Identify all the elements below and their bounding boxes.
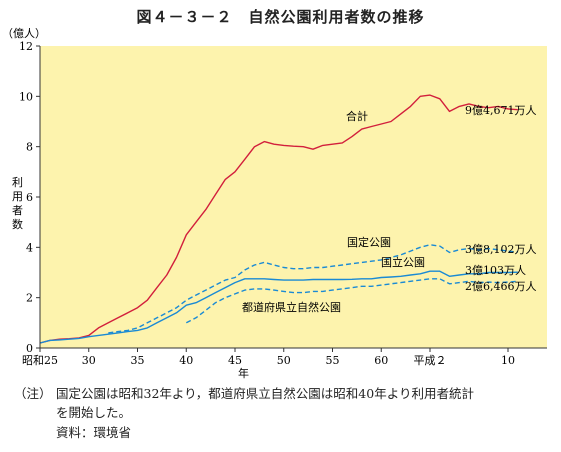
series-end-label: 3億103万人 [465,264,526,277]
y-tick-label: 0 [26,342,33,355]
y-axis-label: 利用者数 [12,176,23,231]
series-line-都道府県立自然公園 [185,278,518,324]
x-tick-label: 45 [228,354,242,367]
plot-area [40,46,547,348]
y-tick-label: 12 [19,40,33,53]
x-ticks: 昭和25 30 35 40 45 50 55 60 平成２ 10 [22,348,515,367]
y-tick-label: 6 [26,191,33,204]
y-tick-label: 2 [26,292,33,305]
y-tick-label: 10 [19,90,33,103]
note-text-1: 国定公園は昭和32年より，都道府県立自然公園は昭和40年より利用者統計 [56,386,474,401]
x-tick-label: 30 [82,354,96,367]
y-tick-label: 4 [26,241,33,254]
series-end-label: 9億4,671万人 [465,104,537,117]
x-tick-label: 10 [501,354,515,367]
y-tick-label: 8 [26,141,33,154]
x-axis-label: 年 [238,366,249,380]
x-tick-label: 昭和25 [22,354,58,367]
series-line-国立公園 [39,270,518,344]
x-tick-label: 35 [131,354,145,367]
line-chart: 0 2 4 6 8 10 12 昭和25 30 35 40 45 50 55 60 平成２ 10 （億人） 利… [2,27,547,380]
series-end-label: 2億6,466万人 [465,280,537,293]
source-note: 資料：環境省 [56,425,132,440]
series-line-合計 [39,94,518,344]
x-tick-label: 60 [374,354,388,367]
note-label: （注） [14,386,52,401]
x-tick-label: 40 [179,354,193,367]
series-name-label: 都道府県立自然公園 [242,300,341,314]
series-name-label: 国定公園 [347,235,391,249]
x-tick-label: 50 [277,354,291,367]
y-ticks: 0 2 4 6 8 10 12 [19,40,40,355]
chart-title: 図４－３－２ 自然公園利用者数の推移 [136,8,425,26]
series-layer [39,94,518,344]
x-tick-label: 平成２ [414,354,447,367]
series-name-label: 合計 [346,109,368,123]
series-line-国定公園 [108,244,518,334]
note-line-2: を開始した。 [56,405,132,420]
note-line-1: （注） 国定公園は昭和32年より，都道府県立自然公園は昭和40年より利用者統計 [14,384,554,403]
x-tick-label: 55 [326,354,340,367]
series-name-label: 国立公園 [381,255,425,269]
series-end-label: 3億8,102万人 [465,243,537,256]
y-axis-unit: （億人） [2,27,46,40]
